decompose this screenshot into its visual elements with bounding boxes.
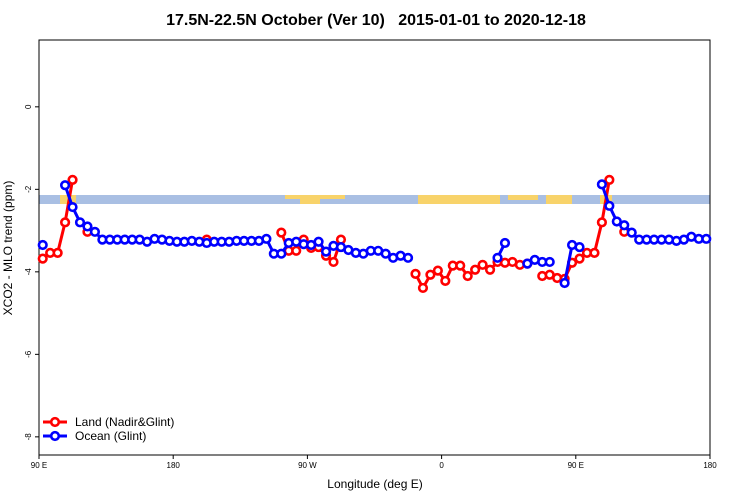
data-point — [477, 259, 488, 270]
data-point — [320, 246, 332, 257]
x-axis-label: Longitude (deg E) — [327, 477, 422, 491]
legend-marker — [49, 430, 61, 442]
data-point — [74, 217, 86, 228]
data-point — [559, 277, 570, 289]
data-point — [37, 253, 48, 264]
data-point — [261, 233, 272, 244]
data-point — [544, 256, 555, 268]
data-point — [291, 245, 302, 256]
data-point — [492, 252, 503, 263]
x-tick-label: 0 — [439, 461, 444, 470]
y-tick-label: -6 — [24, 350, 33, 358]
data-point — [596, 179, 607, 190]
x-tick-label: 180 — [167, 461, 181, 470]
data-point — [82, 221, 93, 232]
data-point — [402, 252, 414, 263]
data-point — [432, 265, 443, 276]
data-point — [574, 253, 585, 264]
chart-title: 17.5N-22.5N October (Ver 10) 2015-01-01 … — [166, 12, 586, 29]
data-point — [604, 200, 615, 211]
data-point — [59, 180, 71, 191]
data-point — [619, 220, 630, 231]
data-point — [470, 264, 481, 275]
data-point — [701, 233, 712, 244]
land-patch — [508, 195, 538, 200]
data-point — [425, 269, 436, 280]
data-point — [589, 247, 600, 258]
data-point — [611, 216, 622, 227]
legend-label: Land (Nadir&Glint) — [75, 415, 174, 429]
data-point — [440, 275, 451, 287]
data-point — [596, 217, 607, 228]
data-point — [417, 282, 429, 294]
data-point — [276, 227, 287, 238]
y-tick-label: 0 — [24, 104, 33, 109]
data-point — [67, 174, 78, 185]
land-patch — [300, 195, 320, 204]
data-point — [37, 239, 48, 251]
data-point — [276, 248, 287, 259]
y-tick-label: -4 — [24, 268, 33, 276]
data-point — [89, 226, 101, 237]
data-point — [499, 237, 511, 249]
land-patch — [418, 195, 500, 204]
data-point — [626, 227, 637, 238]
data-point — [522, 258, 533, 269]
data-point — [462, 270, 473, 282]
x-tick-label: 90 W — [298, 461, 317, 470]
data-point — [604, 174, 615, 185]
data-point — [574, 241, 585, 253]
legend-marker — [49, 416, 61, 428]
x-tick-label: 90 E — [568, 461, 584, 470]
land-patch — [546, 195, 572, 204]
data-point — [328, 256, 339, 268]
data-point — [59, 217, 71, 228]
data-point — [455, 260, 466, 271]
data-point — [410, 268, 421, 280]
y-axis-label: XCO2 - MLO trend (ppm) — [1, 181, 15, 316]
data-point — [484, 264, 496, 275]
y-tick-label: -8 — [24, 433, 33, 441]
y-tick-label: -2 — [24, 185, 33, 193]
x-tick-label: 90 E — [31, 461, 47, 470]
legend-label: Ocean (Glint) — [75, 429, 146, 443]
data-point — [52, 247, 63, 258]
data-point — [380, 248, 391, 259]
x-tick-label: 180 — [703, 461, 717, 470]
data-point — [67, 201, 78, 213]
ocean-strip — [39, 195, 710, 204]
data-point — [313, 236, 324, 247]
